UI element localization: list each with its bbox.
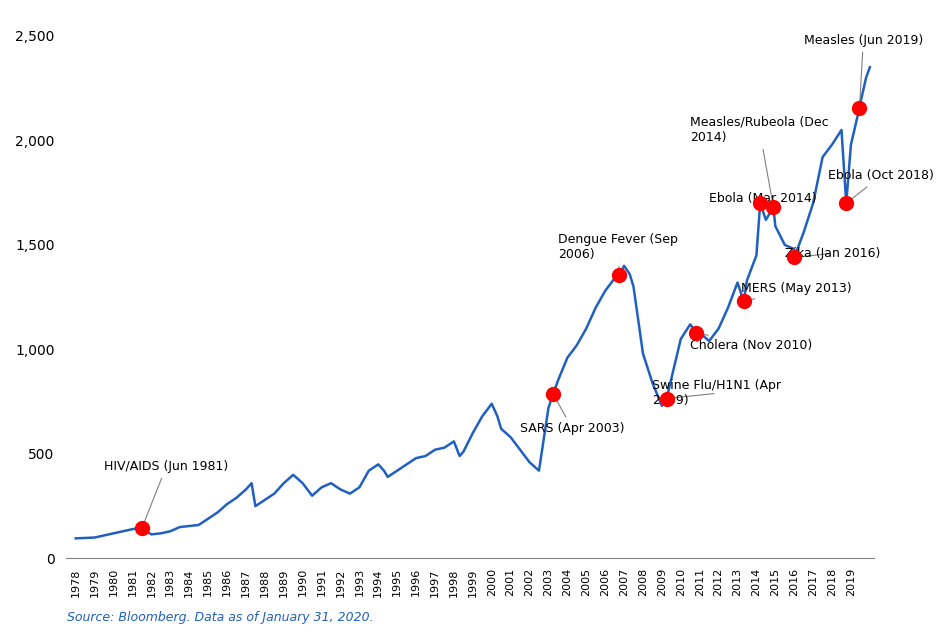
Text: SARS (Apr 2003): SARS (Apr 2003): [520, 396, 624, 435]
Text: Dengue Fever (Sep
2006): Dengue Fever (Sep 2006): [557, 233, 677, 273]
Text: Ebola (Oct 2018): Ebola (Oct 2018): [827, 169, 933, 201]
Text: Cholera (Nov 2010): Cholera (Nov 2010): [689, 333, 812, 352]
Text: Measles (Jun 2019): Measles (Jun 2019): [803, 34, 922, 105]
Text: MERS (May 2013): MERS (May 2013): [741, 282, 851, 301]
Text: Measles/Rubeola (Dec
2014): Measles/Rubeola (Dec 2014): [689, 116, 828, 204]
Text: HIV/AIDS (Jun 1981): HIV/AIDS (Jun 1981): [104, 460, 228, 526]
Text: Source: Bloomberg. Data as of January 31, 2020.: Source: Bloomberg. Data as of January 31…: [67, 612, 373, 624]
Text: Swine Flu/H1N1 (Apr
2009): Swine Flu/H1N1 (Apr 2009): [652, 379, 781, 407]
Text: Zika (Jan 2016): Zika (Jan 2016): [783, 247, 880, 260]
Text: Ebola (Mar 2014): Ebola (Mar 2014): [708, 192, 816, 205]
